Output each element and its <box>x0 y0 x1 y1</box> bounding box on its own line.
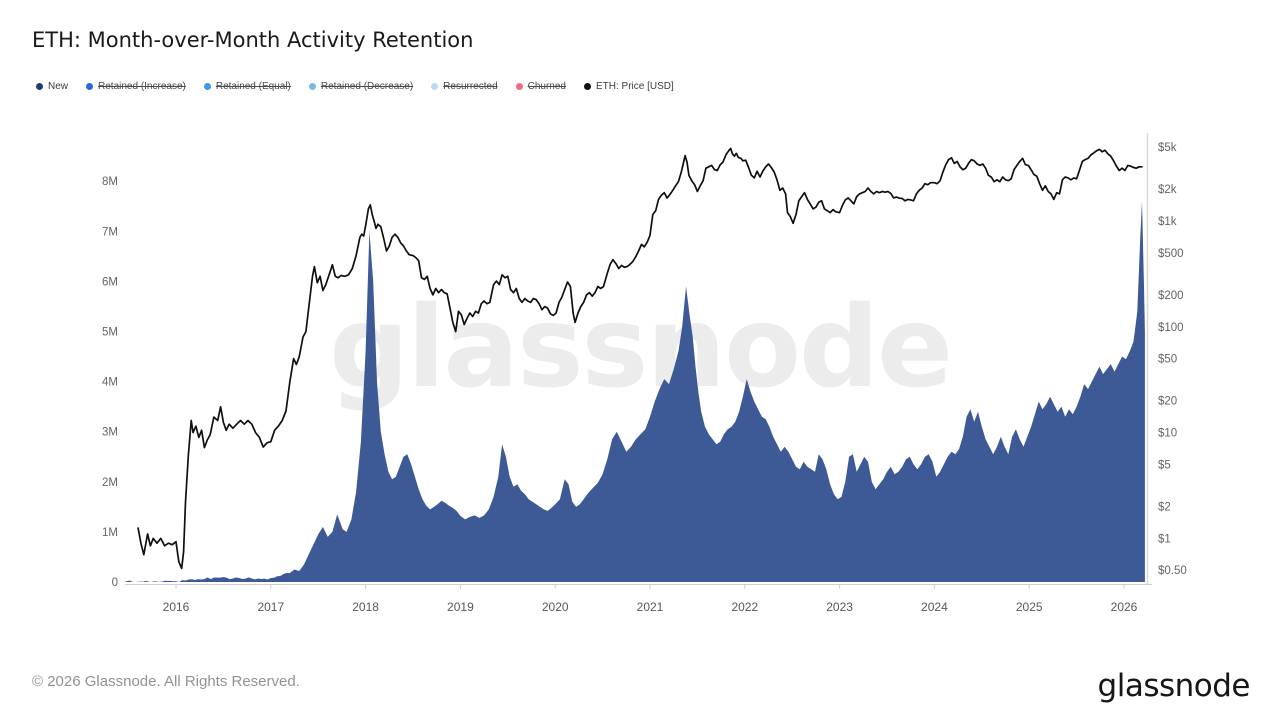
left-axis-tick-label: 1M <box>102 527 118 539</box>
legend-label-resurrected: Resurrected <box>443 81 498 92</box>
legend-item-retained-increase[interactable]: Retained (Increase) <box>86 81 186 92</box>
x-tick-label: 2021 <box>637 600 664 614</box>
left-axis-tick-label: 7M <box>102 226 118 238</box>
copyright-text: © 2026 Glassnode. All Rights Reserved. <box>32 673 300 690</box>
left-axis-labels: 0 1M 2M 3M 4M 5M 6M 7M 8M <box>102 176 118 589</box>
legend-item-resurrected[interactable]: Resurrected <box>431 81 498 92</box>
x-tick-label: 2019 <box>447 600 474 614</box>
legend-item-retained-decrease[interactable]: Retained (Decrease) <box>308 81 414 92</box>
glassnode-logo: glassnode <box>1097 668 1251 704</box>
legend-dot-retained-decrease <box>308 83 316 90</box>
x-tick-label: 2025 <box>1016 600 1043 614</box>
legend-label-retained-decrease: Retained (Decrease) <box>320 81 414 92</box>
left-axis-tick-label: 4M <box>102 377 118 389</box>
right-axis-tick-label: $5k <box>1158 142 1177 154</box>
left-axis-tick-label: 8M <box>102 176 118 188</box>
x-tick-label: 2024 <box>921 600 948 614</box>
legend-label-retained-increase: Retained (Increase) <box>98 81 186 92</box>
right-axis-tick-label: $5 <box>1158 459 1171 471</box>
left-axis-tick-label: 3M <box>102 427 118 439</box>
right-axis-tick-label: $1 <box>1158 533 1171 545</box>
x-tick-label: 2017 <box>257 600 284 614</box>
legend-label-new: New <box>48 81 69 92</box>
x-tick-label: 2026 <box>1111 600 1138 614</box>
legend-item-eth-price-usd[interactable]: ETH: Price [USD] <box>583 81 674 92</box>
x-axis-ticks <box>175 585 1125 589</box>
eth-price-line-series <box>137 147 1143 570</box>
right-axis-tick-label: $100 <box>1158 322 1184 334</box>
legend-dot-churned <box>515 83 523 90</box>
legend-item-new[interactable]: New <box>36 81 68 92</box>
x-tick-label: 2020 <box>542 600 569 614</box>
right-axis-tick-label: $10 <box>1158 428 1177 440</box>
left-axis-tick-label: 5M <box>102 327 118 339</box>
x-axis-labels: 2016 2017 2018 2019 2020 2021 2022 2023 2024 2025… <box>163 600 1138 614</box>
left-axis-tick-label: 2M <box>102 477 118 489</box>
left-axis-tick-label: 0 <box>112 577 118 589</box>
new-addresses-area-series <box>124 201 1145 582</box>
legend-item-retained-equal[interactable]: Retained (Equal) <box>203 81 291 92</box>
right-axis-tick-label: $200 <box>1158 290 1184 302</box>
legend-dot-retained-equal <box>203 83 211 90</box>
legend-label-eth-price-usd: ETH: Price [USD] <box>595 81 674 92</box>
legend-dot-new <box>36 83 43 90</box>
legend-label-retained-equal: Retained (Equal) <box>215 81 291 92</box>
legend-dot-eth-price-usd <box>583 83 591 90</box>
page-title: ETH: Month-over-Month Activity Retention <box>32 28 474 52</box>
right-axis-tick-label: $0.50 <box>1158 565 1187 577</box>
legend-dot-retained-increase <box>86 83 94 90</box>
right-axis-tick-label: $20 <box>1158 396 1177 408</box>
left-axis-tick-label: 6M <box>102 276 118 288</box>
x-tick-label: 2016 <box>163 600 190 614</box>
right-axis-tick-label: $2k <box>1158 184 1177 196</box>
right-axis-tick-label: $50 <box>1158 354 1177 366</box>
legend-item-churned[interactable]: Churned <box>515 81 566 92</box>
x-tick-label: 2018 <box>352 600 379 614</box>
right-axis-labels: $5k $2k $1k $500 $200 $100 $50 $20 $10 $5 $2 $1 $0.5… <box>1158 142 1187 577</box>
right-axis-tick-label: $2 <box>1158 502 1171 514</box>
x-tick-label: 2023 <box>826 600 853 614</box>
legend-label-churned: Churned <box>527 81 566 92</box>
legend-dot-resurrected <box>431 83 439 90</box>
x-tick-label: 2022 <box>731 600 758 614</box>
right-axis-tick-label: $1k <box>1158 216 1177 228</box>
right-axis-tick-label: $500 <box>1158 248 1184 260</box>
chart-legend: New Retained (Increase) Retained (Equal) Re… <box>36 81 674 92</box>
